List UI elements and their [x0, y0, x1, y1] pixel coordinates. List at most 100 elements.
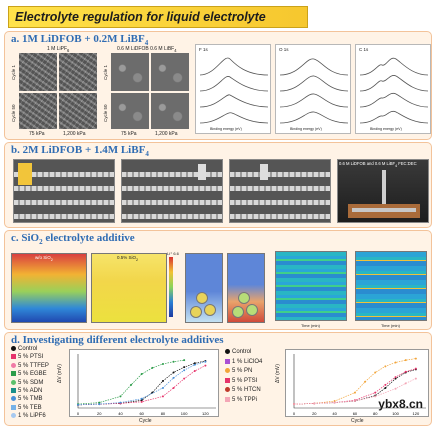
data-point: [404, 382, 407, 385]
data-point: [404, 359, 407, 362]
legend-label: 5 % TEB: [18, 404, 42, 411]
data-point: [394, 377, 397, 380]
row-label-cycle50-right: Cycle 50: [103, 104, 108, 122]
legend-marker: [225, 368, 230, 373]
data-point: [374, 395, 377, 398]
legend-marker: [11, 413, 16, 419]
xps-title: F 1s: [199, 47, 208, 52]
legend-entry: 5 % TMB: [11, 396, 43, 402]
data-point: [140, 373, 143, 376]
legend-marker: [225, 387, 230, 392]
sem-image: [151, 93, 189, 129]
x-tick-label: 0: [77, 411, 80, 416]
legend-entry: 5 % TTFEP: [11, 362, 49, 369]
data-point: [119, 395, 122, 398]
chart-right-ylabel: ΔV (mV): [275, 364, 281, 383]
legend-marker: [11, 404, 16, 410]
legend-label: 5 % EGBE: [18, 371, 47, 378]
xps-xlabel: Binding energy (eV): [210, 127, 242, 131]
x-tick-label: 40: [332, 411, 337, 416]
data-point: [172, 376, 175, 379]
legend-entry: 5 % PTSI: [225, 377, 258, 384]
data-point: [204, 364, 207, 367]
series-line: [77, 360, 206, 406]
data-point: [140, 400, 143, 403]
data-point: [183, 359, 186, 362]
panel-d-heading: d. Investigating different electrolyte a…: [11, 334, 224, 346]
legend-marker: [225, 396, 230, 402]
legend-marker: [11, 388, 16, 393]
chart-left: 0 20 40 60 80 100 120: [69, 349, 219, 417]
data-point: [353, 400, 356, 403]
legend-label: 5 % PTSI: [18, 354, 44, 361]
data-point: [414, 357, 417, 360]
xps-xlabel: Binding energy (eV): [290, 127, 322, 131]
legend-label: 1 % LiPF6: [18, 413, 46, 420]
x-tick-label: 120: [202, 411, 209, 416]
heatmap-xlabel: Time (min): [301, 323, 320, 328]
data-point: [353, 391, 356, 394]
sem-image: [59, 93, 97, 129]
x-tick-label: 100: [392, 411, 399, 416]
x-tick-label: 80: [373, 411, 378, 416]
x-tick-label: 0: [293, 411, 296, 416]
xps-panel-f1s: F 1s Binding energy (eV): [195, 44, 271, 134]
legend-marker: [225, 358, 230, 364]
xps-title: O 1s: [279, 47, 289, 52]
data-point: [204, 360, 207, 363]
legend-entry: 5 % EGBE: [11, 371, 47, 377]
legend-entry: 5 % PTSI: [11, 354, 43, 360]
xps-spectrum: [199, 57, 269, 124]
xps-title: C 1s: [359, 47, 369, 52]
legend-entry: Control: [225, 349, 251, 355]
cell-image: [121, 159, 223, 223]
legend-label: 5 % ADN: [18, 388, 43, 395]
x-tick-label: 20: [97, 411, 102, 416]
legend-label: 5 % PTSI: [232, 377, 258, 384]
data-point: [193, 369, 196, 372]
legend-entry: 1 % LiClO4: [225, 358, 263, 365]
row-label-cycle50-left: Cycle 50: [11, 104, 16, 122]
watermark-text: ybx8.cn: [378, 397, 423, 411]
chart-left-xlabel: Cycle: [139, 418, 152, 424]
legend-marker: [11, 362, 16, 368]
legend-label: 5 % TMB: [18, 396, 43, 403]
data-point: [172, 360, 175, 363]
xps-spectrum: [279, 58, 349, 124]
heatmap-xlabel: Time (min): [381, 323, 400, 328]
sem-image: [111, 53, 149, 91]
data-point: [394, 387, 397, 390]
sem-image: [111, 93, 149, 129]
data-point: [384, 386, 387, 389]
x-tick-label: 20: [312, 411, 317, 416]
data-point: [183, 377, 186, 380]
cell-image: [13, 159, 115, 223]
data-point: [161, 380, 164, 382]
data-point: [293, 403, 295, 406]
legend-label: 5 % SDM: [18, 379, 44, 386]
data-point: [183, 366, 186, 369]
data-point: [384, 383, 387, 386]
data-point: [161, 386, 164, 389]
legend-marker: [11, 354, 16, 360]
legend-label: 5 % PN: [232, 368, 253, 375]
simulation-column-2: [227, 253, 265, 323]
chart-right: 0 20 40 60 80 100 120: [285, 349, 429, 417]
panel-c: c. SiO2 electrolyte additive w/o SiO2 0.…: [4, 230, 432, 330]
chart-axes: [77, 354, 216, 409]
data-point: [140, 397, 143, 400]
data-point: [151, 391, 154, 394]
col-label-2: 0.6 M LiDFOB 0.6 M LiBF4: [117, 46, 177, 53]
heatmap-2: [355, 251, 427, 321]
data-point: [404, 370, 407, 373]
legend-entry: 5 % SDM: [11, 379, 44, 386]
legend-label: 1 % LiClO4: [232, 358, 263, 365]
legend-marker: [225, 377, 230, 383]
x-tick-label: 60: [139, 411, 144, 416]
x-tick-label: 80: [161, 411, 166, 416]
legend-label: Control: [232, 349, 252, 356]
sem-image: [19, 53, 57, 91]
pressure-label: 75 kPa: [29, 131, 45, 137]
map-label: w/o SiO2: [35, 255, 53, 262]
pouch-cell-photo: [337, 159, 429, 223]
